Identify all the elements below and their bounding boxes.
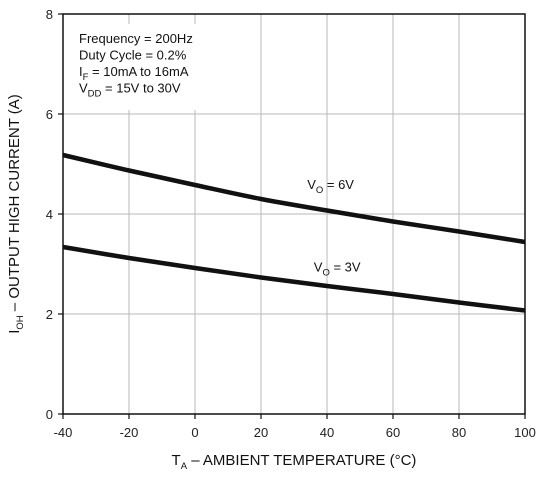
x-tick-label: 60 [386,425,400,440]
y-tick-label: 8 [46,7,53,22]
conditions-legend: Frequency = 200Hz Duty Cycle = 0.2%IF = 1… [72,24,222,110]
condition-line: Duty Cycle = 0.2% [79,48,187,63]
x-tick-label: 80 [452,425,466,440]
series-lines [62,152,526,313]
y-tick-label: 0 [46,407,53,422]
x-tick-label: 40 [320,425,334,440]
labels: VO = 6V VO = 3V Frequency = 200Hz Duty Cycl… [6,24,416,472]
x-tick-label: 100 [514,425,536,440]
condition-line: IF = 10mA to 16mA [79,64,189,83]
x-axis-title: TA – AMBIENT TEMPERATURE (°C) [172,452,417,472]
condition-line: Frequency = 200Hz [79,31,193,46]
ticks: -40 -20 0 20 40 60 80 100 0 2 4 6 8 [46,7,536,440]
y-axis-title: IOH – OUTPUT HIGH CURRENT (A) [6,94,26,334]
x-tick-label: 20 [254,425,268,440]
conditions-legend-bg [72,24,222,110]
series-label-1: VO = 3V [314,260,361,279]
series-label-0: VO = 6V [307,177,354,196]
y-tick-label: 2 [46,307,53,322]
y-tick-label: 4 [46,207,53,222]
y-tick-label: 6 [46,107,53,122]
series-line-0 [62,152,526,245]
x-tick-label: -20 [120,425,139,440]
series-line-1 [62,244,526,313]
condition-line: VDD = 15V to 30V [79,81,181,100]
x-tick-label: 0 [191,425,198,440]
x-tick-label: -40 [54,425,73,440]
